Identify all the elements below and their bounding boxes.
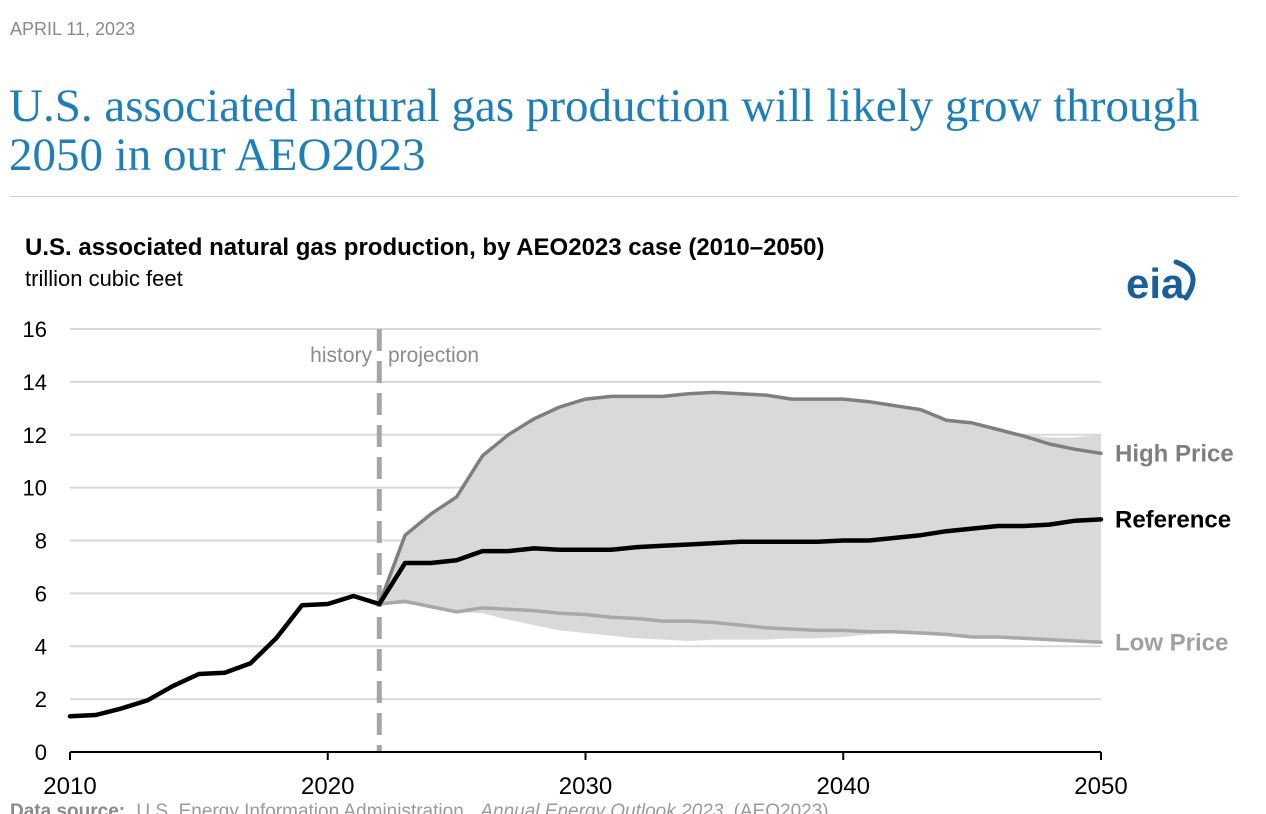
series-line-reference (67, 517, 1104, 719)
y-tick-label: 10 (23, 476, 47, 501)
x-tick-label: 2030 (559, 773, 612, 800)
x-tick-label: 2020 (301, 773, 354, 800)
y-tick-label: 0 (35, 740, 47, 765)
data-source-label: Data source: (10, 801, 125, 814)
history-label: history (310, 344, 372, 367)
series-lines (67, 390, 1104, 719)
header-divider (10, 196, 1238, 197)
x-tick-label: 2010 (43, 773, 96, 800)
eia-logo-swoosh (1173, 259, 1196, 301)
eia-logo-text: eia (1126, 260, 1185, 307)
series-labels: Reference High Price Low Price (1115, 440, 1234, 656)
y-tick-label: 6 (35, 581, 47, 606)
range-band-area (379, 392, 1101, 644)
eia-logo: eia (1126, 259, 1196, 307)
axes: 0 2 4 6 8 10 12 14 16 2010 2020 2030 2040 2050 (23, 317, 1128, 800)
y-tick-label: 14 (23, 370, 47, 395)
x-tick-label: 2040 (817, 773, 870, 800)
data-source: Data source: U.S. Energy Information Adm… (10, 801, 829, 814)
data-source-text: U.S. Energy Information Administration, (136, 801, 469, 814)
y-tick-label: 8 (35, 529, 47, 554)
y-tick-label: 2 (35, 687, 47, 712)
series-label-low-price: Low Price (1115, 629, 1228, 656)
series-line-high-price (377, 390, 1103, 606)
series-label-high-price: High Price (1115, 440, 1234, 467)
y-tick-label: 16 (23, 317, 47, 342)
projection-label: projection (388, 344, 479, 367)
series-line-low-price (377, 599, 1103, 645)
series-label-reference: Reference (1115, 506, 1231, 533)
x-tick-label: 2050 (1074, 773, 1127, 800)
history-projection-divider: history projection (310, 329, 479, 752)
article-date: APRIL 11, 2023 (10, 19, 136, 39)
data-source-italic: Annual Energy Outlook 2023 (479, 801, 723, 814)
data-source-after: (AEO2023) (734, 801, 829, 814)
chart-title: U.S. associated natural gas production, … (25, 234, 824, 261)
y-tick-label: 4 (35, 634, 47, 659)
price-range-band (379, 392, 1101, 644)
y-tick-label: 12 (23, 423, 47, 448)
chart-subtitle: trillion cubic feet (25, 266, 183, 291)
article-headline: U.S. associated natural gas production w… (9, 80, 1200, 181)
